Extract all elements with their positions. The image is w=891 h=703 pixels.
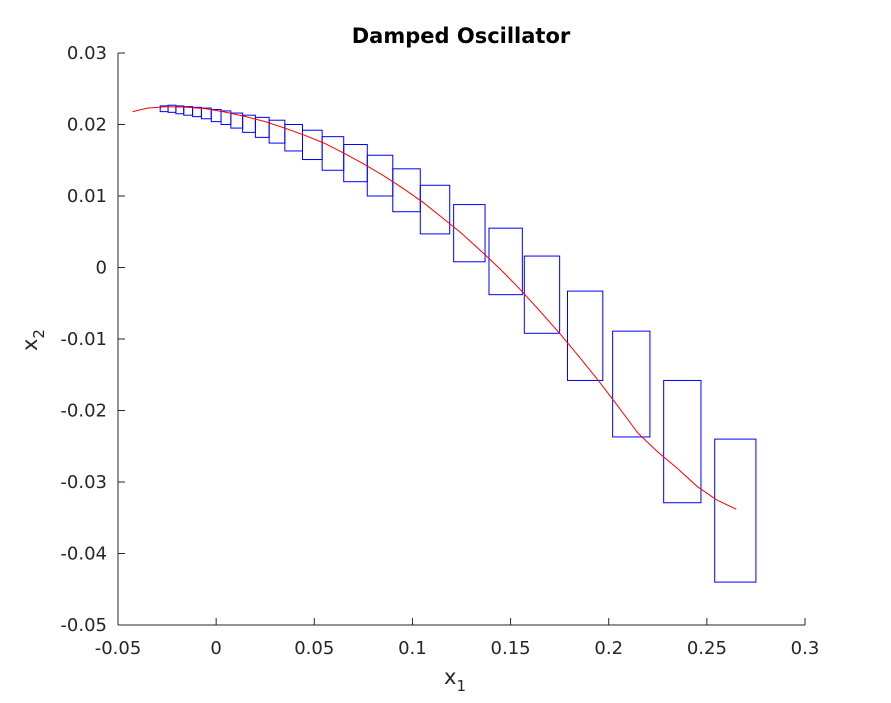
enclosure-box: [612, 330, 651, 438]
y-axis-label-subscript: 2: [30, 329, 48, 339]
enclosure-box: [343, 144, 368, 183]
y-tick-label: -0.03: [60, 472, 107, 493]
y-tick-label: 0.01: [67, 186, 107, 207]
x-axis-ticks: -0.05 0 0.05 0.1 0.15 0.2 0.25 0.3: [95, 618, 820, 659]
axes: -0.05 0 0.05 0.1 0.15 0.2 0.25 0.3 -0.05-0.04-0…: [60, 43, 819, 659]
x-tick-label: -0.05: [95, 638, 142, 659]
x-axis-label-base: x: [444, 665, 456, 689]
y-tick-label: 0: [96, 258, 107, 279]
enclosure-box: [488, 227, 523, 296]
x-tick-label: 0.2: [594, 638, 623, 659]
enclosure-box: [453, 204, 486, 263]
y-tick-label: 0.03: [67, 43, 107, 64]
enclosure-box: [523, 255, 561, 334]
y-tick-label: -0.05: [60, 615, 107, 636]
x-tick-label: 0.3: [791, 638, 820, 659]
x-tick-label: 0.1: [398, 638, 427, 659]
y-tick-label: 0.02: [67, 115, 107, 136]
y-axis-label-base: x: [18, 339, 42, 351]
y-tick-label: -0.04: [60, 544, 107, 565]
y-axis-ticks: -0.05 -0.04 -0.03 -0.02 -0.01 0 0.01 0.02 0.03: [60, 43, 125, 636]
x-tick-label: 0.15: [491, 638, 531, 659]
chart-title: Damped Oscillator: [352, 24, 571, 48]
x-tick-label: 0: [210, 638, 221, 659]
enclosure-box: [302, 129, 323, 161]
enclosure-box: [663, 379, 702, 504]
x-axis-label: x1: [444, 665, 466, 695]
plot-area: [132, 104, 757, 583]
enclosure-box: [566, 290, 604, 381]
x-axis-label-subscript: 1: [456, 677, 466, 695]
enclosure-box: [419, 184, 451, 235]
enclosure-box: [714, 438, 757, 583]
y-tick-label: -0.01: [60, 329, 107, 350]
x-tick-label: 0.05: [294, 638, 334, 659]
x-tick-label: 0.25: [687, 638, 727, 659]
enclosure-box: [366, 154, 394, 197]
enclosure-box: [284, 124, 304, 152]
trajectory-line: [132, 106, 737, 510]
enclosure-box: [321, 136, 345, 171]
y-axis-label: x2: [18, 329, 48, 351]
y-tick-label: -0.02: [60, 401, 107, 422]
